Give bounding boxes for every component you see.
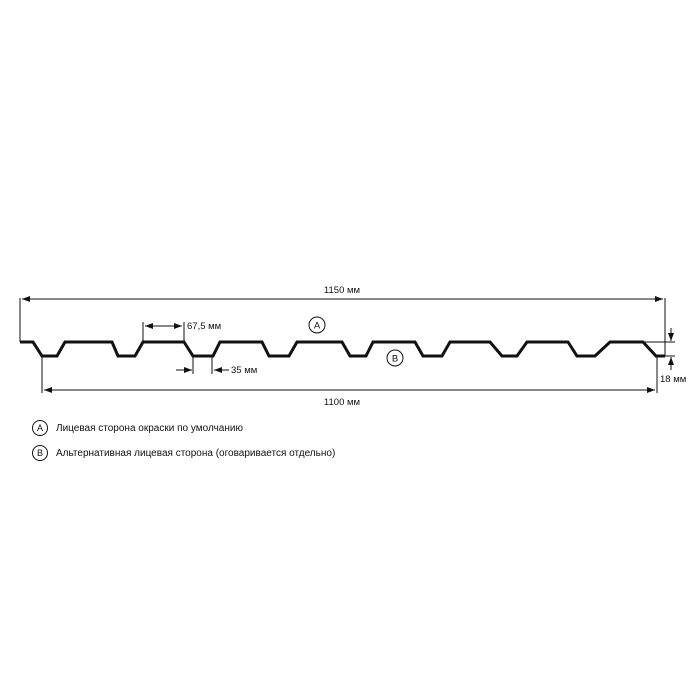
marker-a: A (314, 321, 321, 332)
marker-b: B (392, 354, 398, 365)
useful-width-label: 1100 мм (324, 397, 360, 408)
legend-marker: A (32, 420, 48, 436)
top-width-label: 67,5 мм (187, 321, 221, 332)
legend-text: Альтернативная лицевая сторона (оговарив… (56, 447, 336, 459)
sheet-profile (20, 340, 665, 358)
bottom-width-label: 35 мм (231, 365, 257, 376)
legend-item-a: A Лицевая сторона окраски по умолчанию (32, 420, 243, 436)
height-label: 18 мм (660, 374, 686, 385)
overall-width-label: 1150 мм (324, 285, 360, 296)
legend-marker: B (32, 445, 48, 461)
legend-text: Лицевая сторона окраски по умолчанию (56, 422, 243, 434)
legend-item-b: B Альтернативная лицевая сторона (оговар… (32, 445, 335, 461)
